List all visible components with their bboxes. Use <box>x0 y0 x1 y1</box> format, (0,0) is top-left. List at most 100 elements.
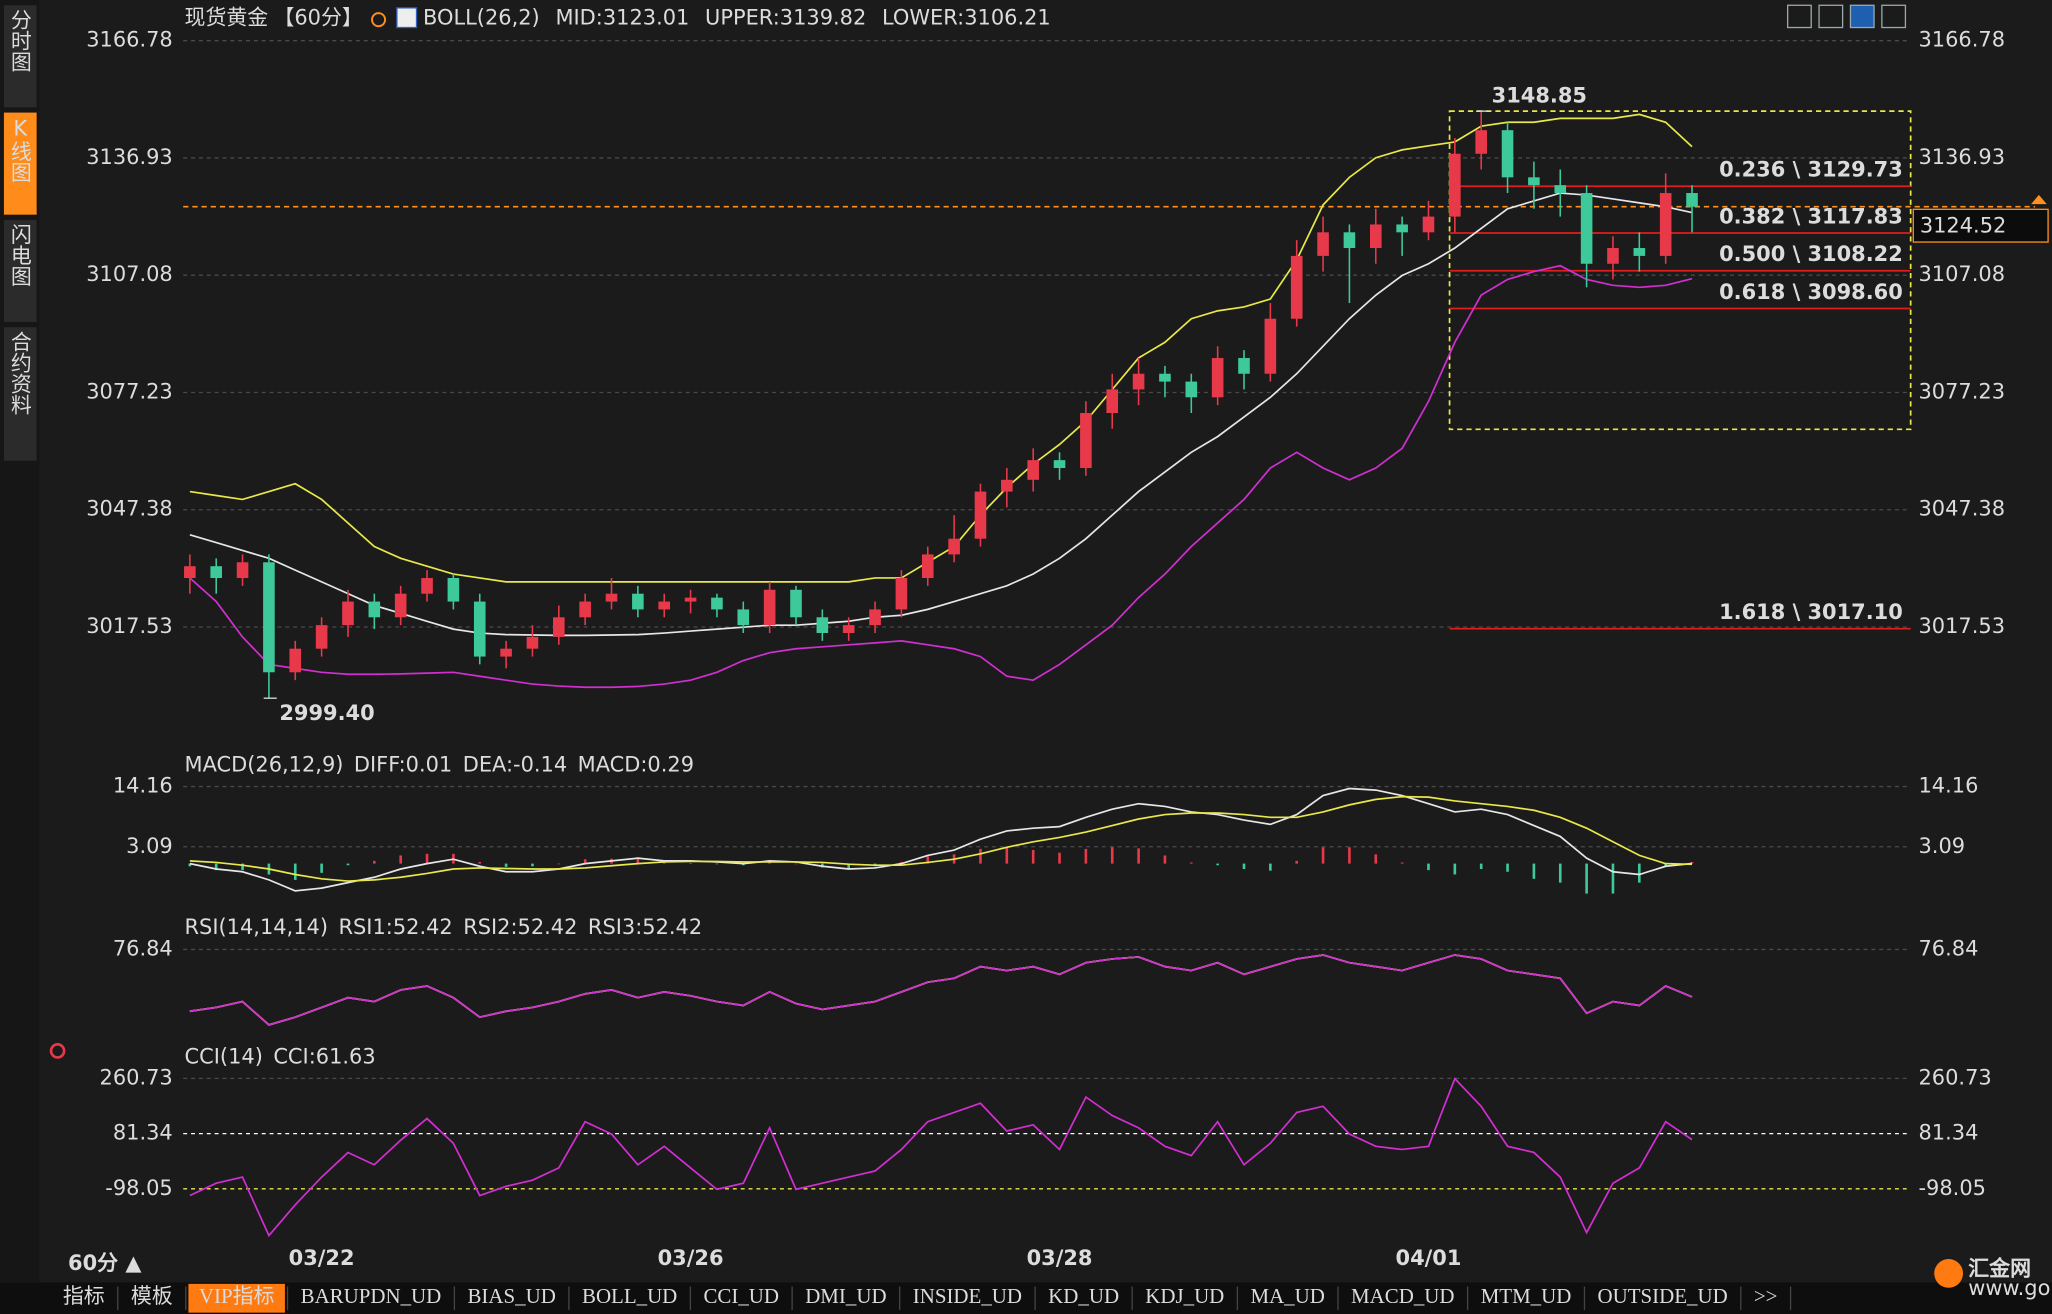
candle-body <box>974 491 987 539</box>
candle-body <box>895 577 908 610</box>
bottom-tab-label[interactable]: MA_UD <box>1250 1284 1324 1308</box>
bottom-tab[interactable]: 指标 <box>52 1283 116 1313</box>
bottom-tab[interactable]: VIP指标 <box>188 1283 285 1313</box>
tool-icon[interactable] <box>1849 4 1875 29</box>
bottom-tab-label[interactable]: KDJ_UD <box>1145 1284 1224 1308</box>
bottom-tab-bg[interactable] <box>571 1283 688 1313</box>
bottom-tab[interactable]: MA_UD <box>1240 1283 1336 1313</box>
candle-body <box>1053 460 1066 469</box>
extreme-label: 3148.85 <box>1492 84 1587 108</box>
candle-body <box>1001 479 1013 492</box>
side-tab[interactable] <box>3 219 37 322</box>
tool-icon[interactable] <box>1786 4 1812 29</box>
bottom-tab-label[interactable]: INSIDE_UD <box>913 1284 1022 1308</box>
bottom-tab-bg[interactable] <box>52 1283 116 1313</box>
y-tick-label: -98.05 <box>1919 1176 1986 1200</box>
bottom-tab-label[interactable]: BOLL_UD <box>582 1284 677 1308</box>
period-selector[interactable]: 60分 ▲ <box>68 1251 142 1275</box>
side-tab-label[interactable]: K线图 <box>8 117 32 183</box>
macd-bar <box>979 848 982 864</box>
bottom-tab[interactable]: DMI_UD <box>794 1283 898 1313</box>
bottom-tab[interactable]: KDJ_UD <box>1134 1283 1235 1313</box>
side-tab[interactable] <box>3 327 37 461</box>
bottom-tab[interactable]: MTM_UD <box>1470 1283 1582 1313</box>
legend-label: RSI(14,14,14) <box>185 915 328 939</box>
bottom-tab-bg[interactable] <box>1470 1283 1582 1313</box>
bottom-tab-label[interactable]: KD_UD <box>1048 1284 1119 1308</box>
bottom-tab-label[interactable]: DMI_UD <box>805 1284 886 1308</box>
candle-body <box>684 597 697 602</box>
legend-label: 现货黄金 <box>185 5 269 29</box>
bottom-tab[interactable]: >> <box>1743 1283 1788 1313</box>
bottom-tab[interactable]: OUTSIDE_UD <box>1587 1283 1739 1313</box>
bottom-tab-label[interactable]: VIP指标 <box>199 1284 275 1308</box>
bottom-tab[interactable]: CCI_UD <box>693 1283 790 1313</box>
side-tab-label[interactable]: 分时图 <box>8 9 32 72</box>
candle-body <box>1607 248 1619 264</box>
macd-bar <box>425 853 429 864</box>
fib-label: 0.500 \ 3108.22 <box>1719 242 1903 266</box>
bottom-tab[interactable]: 模板 <box>120 1283 184 1313</box>
candle-body <box>1686 193 1698 207</box>
macd-bar <box>794 863 798 865</box>
y-tick-label: 3136.93 <box>86 145 173 169</box>
bottom-tab-bg[interactable] <box>794 1283 898 1313</box>
macd-bar <box>583 859 587 864</box>
macd-bar <box>1137 848 1140 864</box>
bottom-tab-bg[interactable] <box>1037 1283 1130 1313</box>
candle-body <box>289 648 302 673</box>
bottom-tab[interactable]: BOLL_UD <box>571 1283 688 1313</box>
bottom-tab-label[interactable]: CCI_UD <box>703 1284 779 1308</box>
side-tab[interactable] <box>3 112 37 215</box>
y-tick-label: 3047.38 <box>1919 497 2006 521</box>
bottom-tab-label[interactable]: OUTSIDE_UD <box>1598 1284 1728 1308</box>
bottom-tab-bg[interactable] <box>902 1283 1033 1313</box>
bottom-tab-bg[interactable] <box>1240 1283 1336 1313</box>
candle-body <box>1501 130 1514 178</box>
bottom-tab-label[interactable]: BIAS_UD <box>467 1284 555 1308</box>
macd-bar <box>1664 863 1667 867</box>
bottom-tab-bg[interactable] <box>1587 1283 1739 1313</box>
y-tick-label: 3047.38 <box>86 497 173 521</box>
bottom-tab-bg[interactable] <box>188 1283 285 1313</box>
bottom-tab-label[interactable]: 指标 <box>63 1284 105 1308</box>
bottom-tab-label[interactable]: MACD_UD <box>1351 1284 1454 1308</box>
side-tab[interactable] <box>3 5 37 108</box>
bottom-tab[interactable]: MACD_UD <box>1340 1283 1465 1313</box>
bottom-tab-bg[interactable] <box>1743 1283 1788 1313</box>
candle-body <box>790 589 802 618</box>
macd-bar <box>373 860 376 864</box>
bottom-tab-label[interactable]: BARUPDN_UD <box>301 1284 442 1308</box>
extreme-label: 2999.40 <box>279 701 374 725</box>
y-tick-label: 3107.08 <box>1919 262 2006 286</box>
bottom-tab[interactable]: KD_UD <box>1037 1283 1130 1313</box>
side-tab-label[interactable]: 闪电图 <box>8 224 32 287</box>
tool-icon[interactable] <box>1881 4 1907 29</box>
macd-bar <box>1189 862 1193 864</box>
indicator-line <box>189 787 1693 892</box>
y-tick-label: -98.05 <box>105 1176 172 1200</box>
bottom-tab[interactable]: BIAS_UD <box>456 1283 567 1313</box>
macd-bar <box>1295 860 1299 864</box>
bottom-tab[interactable]: BARUPDN_UD <box>290 1283 452 1313</box>
bottom-tab-bg[interactable] <box>693 1283 790 1313</box>
bottom-tab[interactable]: INSIDE_UD <box>902 1283 1033 1313</box>
macd-bar <box>214 863 218 871</box>
last-price-box <box>1912 208 2049 243</box>
bottom-tab-bg[interactable] <box>456 1283 567 1313</box>
toolbar-icons <box>1786 4 1907 29</box>
bottom-tab-bg[interactable] <box>290 1283 452 1313</box>
bottom-tab-bg[interactable] <box>1340 1283 1465 1313</box>
bottom-tab-bg[interactable] <box>120 1283 184 1313</box>
bottom-tab-label[interactable]: 模板 <box>131 1284 173 1308</box>
bottom-tab-label[interactable]: MTM_UD <box>1481 1284 1572 1308</box>
macd-bar <box>1348 847 1351 864</box>
logo-name: 汇金网 <box>1968 1256 2031 1280</box>
macd-bar <box>1400 862 1404 864</box>
macd-bar <box>1031 849 1035 864</box>
bottom-tab-bg[interactable] <box>1134 1283 1235 1313</box>
bottom-tab-label[interactable]: >> <box>1754 1284 1778 1308</box>
candle-body <box>526 636 539 649</box>
tool-icon[interactable] <box>1818 4 1844 29</box>
side-tab-label[interactable]: 合约资料 <box>8 331 32 415</box>
